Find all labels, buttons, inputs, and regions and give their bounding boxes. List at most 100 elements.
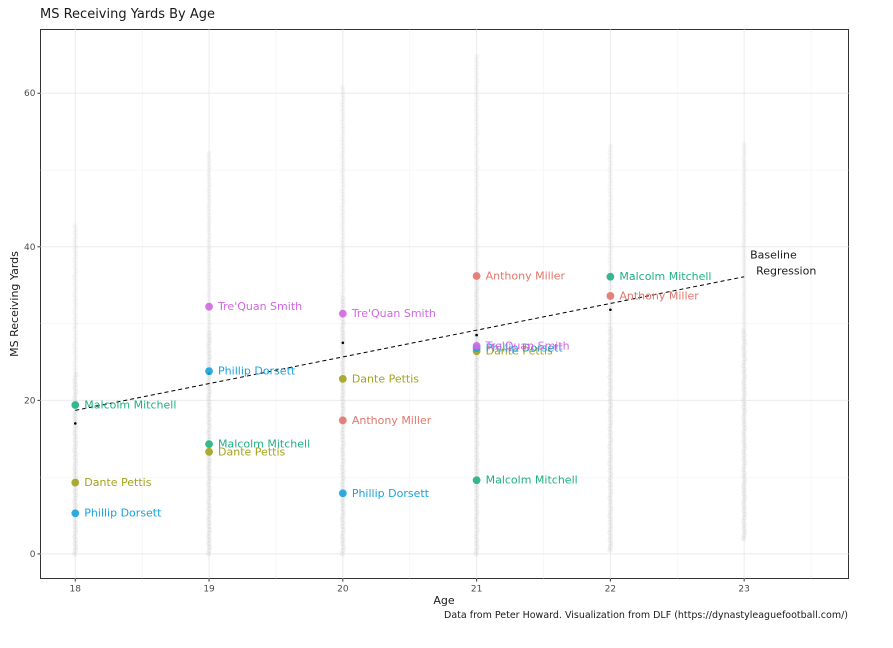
- background-point: [474, 423, 480, 429]
- background-point: [206, 312, 212, 319]
- background-point: [340, 147, 346, 153]
- background-point: [742, 321, 748, 327]
- background-point: [72, 274, 78, 281]
- background-point: [340, 319, 346, 326]
- background-point: [206, 191, 212, 198]
- background-point: [206, 254, 212, 260]
- background-point: [473, 136, 479, 142]
- background-point: [607, 322, 613, 329]
- background-point: [340, 409, 346, 415]
- background-point: [741, 290, 747, 296]
- background-point: [473, 523, 479, 529]
- background-point: [607, 468, 613, 474]
- background-point: [340, 468, 346, 474]
- player-point: [472, 272, 481, 280]
- player-label: Malcolm Mitchell: [486, 474, 578, 487]
- background-point: [340, 254, 346, 260]
- background-point: [741, 387, 747, 393]
- background-point: [474, 81, 480, 87]
- player-point: [472, 341, 481, 350]
- background-point: [741, 328, 747, 334]
- player-label: Dante Pettis: [352, 372, 419, 385]
- background-point: [206, 478, 212, 484]
- background-point: [206, 319, 213, 326]
- player-label: Tre'Quan Smith: [217, 300, 302, 313]
- background-point: [474, 371, 480, 377]
- background-point: [340, 388, 346, 395]
- background-point: [474, 319, 480, 326]
- background-point: [607, 526, 613, 532]
- player-label: Dante Pettis: [84, 476, 151, 489]
- background-point: [607, 457, 613, 463]
- background-point: [742, 183, 748, 189]
- background-point: [473, 430, 479, 436]
- background-point: [741, 294, 747, 300]
- background-point: [72, 257, 78, 263]
- player-points: [71, 272, 615, 518]
- background-point: [340, 233, 346, 239]
- background-point: [741, 228, 748, 234]
- background-point: [474, 416, 480, 422]
- background-point: [474, 164, 480, 170]
- background-point: [206, 475, 213, 481]
- background-point: [608, 177, 614, 183]
- background-point: [72, 375, 78, 381]
- background-point: [340, 236, 346, 243]
- player-label: Anthony Miller: [486, 269, 566, 282]
- background-point: [474, 295, 480, 301]
- background-point: [73, 527, 79, 533]
- background-point: [607, 329, 613, 336]
- background-point: [205, 326, 212, 332]
- background-point: [340, 423, 346, 429]
- background-point: [474, 254, 480, 260]
- background-point: [473, 171, 479, 177]
- background-point: [339, 292, 345, 298]
- background-point: [741, 491, 747, 497]
- background-point: [741, 180, 747, 186]
- background-point: [742, 339, 748, 345]
- background-point: [473, 240, 479, 246]
- background-point: [72, 236, 78, 243]
- background-point: [340, 496, 346, 502]
- background-point: [340, 150, 346, 156]
- background-point: [607, 167, 613, 173]
- background-point: [473, 119, 479, 125]
- background-point: [340, 271, 346, 277]
- plot-panel: [40, 29, 849, 579]
- player-point: [71, 401, 80, 409]
- background-point: [206, 157, 212, 163]
- background-point: [474, 302, 480, 308]
- background-point: [607, 374, 613, 380]
- background-point: [340, 209, 346, 215]
- background-point: [607, 364, 613, 370]
- background-point: [206, 160, 212, 167]
- background-point: [474, 60, 480, 66]
- background-point: [607, 537, 613, 543]
- background-point: [474, 133, 480, 139]
- background-point: [340, 527, 346, 533]
- background-point: [72, 430, 78, 436]
- background-point: [741, 470, 748, 476]
- background-point: [741, 159, 748, 165]
- background-point: [608, 188, 614, 194]
- player-label: Phillip Dorsett: [352, 487, 430, 500]
- background-point: [339, 350, 346, 357]
- background-point: [607, 409, 613, 415]
- background-point: [340, 509, 346, 516]
- background-point: [474, 509, 480, 516]
- background-point: [206, 409, 212, 415]
- background-point: [474, 167, 480, 173]
- background-point: [205, 257, 212, 263]
- background-point: [608, 464, 614, 470]
- background-point: [474, 547, 480, 554]
- background-point: [72, 350, 78, 357]
- background-point: [474, 115, 480, 122]
- background-point: [72, 299, 78, 305]
- background-point: [72, 271, 78, 277]
- background-point: [339, 212, 346, 218]
- background-point: [340, 347, 346, 353]
- background-point: [72, 502, 79, 509]
- background-point: [339, 454, 346, 460]
- background-point: [206, 181, 213, 187]
